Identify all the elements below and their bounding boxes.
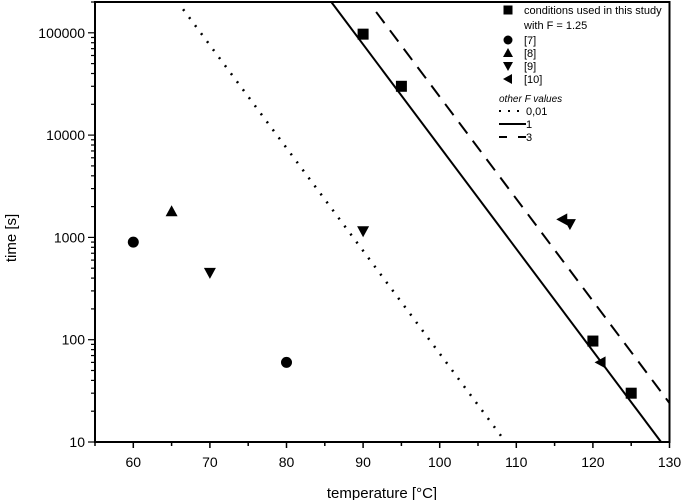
x-tick-label: 90 (355, 454, 371, 470)
triangle-left-marker (556, 213, 568, 226)
x-tick-label: 100 (428, 454, 452, 470)
legend-line-label: 1 (526, 119, 532, 131)
legend-line-label: 3 (526, 132, 532, 144)
triangle-down-marker (357, 226, 370, 238)
y-tick-label: 10 (69, 434, 85, 450)
triangle-left-marker (503, 74, 512, 84)
square-marker (357, 28, 369, 40)
triangle-up-marker (165, 205, 178, 217)
square-marker (503, 5, 513, 15)
line-f-0-01 (182, 8, 507, 443)
legend-label: [7] (524, 35, 536, 47)
data-points (127, 28, 637, 399)
triangle-down-marker (503, 62, 513, 71)
plot-frame (94, 1, 671, 443)
legend: conditions used in this study with F = 1.… (499, 5, 662, 144)
x-tick-label: 110 (505, 454, 528, 470)
square-marker (587, 335, 599, 347)
y-tick-label: 100000 (38, 25, 85, 41)
x-tick-label: 130 (658, 454, 682, 470)
legend-line-label: 0,01 (526, 106, 547, 118)
legend-label: [8] (524, 48, 536, 60)
x-axis-label: temperature [°C] (327, 485, 437, 500)
x-tick-label: 70 (202, 454, 218, 470)
legend-label: conditions used in this study (524, 5, 662, 17)
y-tick-label: 100 (62, 332, 86, 348)
triangle-down-marker (203, 267, 216, 279)
x-axis: 60 70 80 90 100 110 120 130 (94, 442, 682, 470)
y-tick-label: 10000 (46, 127, 85, 143)
legend-label: [9] (524, 61, 536, 73)
triangle-left-marker (594, 356, 606, 369)
circle-marker (127, 236, 139, 248)
triangle-up-marker (503, 48, 513, 57)
x-tick-label: 80 (279, 454, 295, 470)
square-marker (395, 80, 407, 92)
x-tick-label: 120 (581, 454, 605, 470)
legend-label: [10] (524, 74, 542, 86)
line-f-1 (330, 1, 662, 443)
x-tick-label: 60 (126, 454, 142, 470)
circle-marker (503, 35, 513, 45)
legend-lines-title: other F values (499, 94, 562, 105)
square-marker (625, 387, 637, 399)
legend-label: with F = 1.25 (523, 20, 587, 32)
y-axis: 10 100 1000 10000 100000 (38, 1, 95, 450)
line-f-3 (375, 11, 671, 404)
circle-marker (281, 356, 292, 368)
y-tick-label: 1000 (54, 229, 85, 245)
y-axis-label: time [s] (3, 214, 20, 262)
f-value-lines (182, 1, 671, 443)
